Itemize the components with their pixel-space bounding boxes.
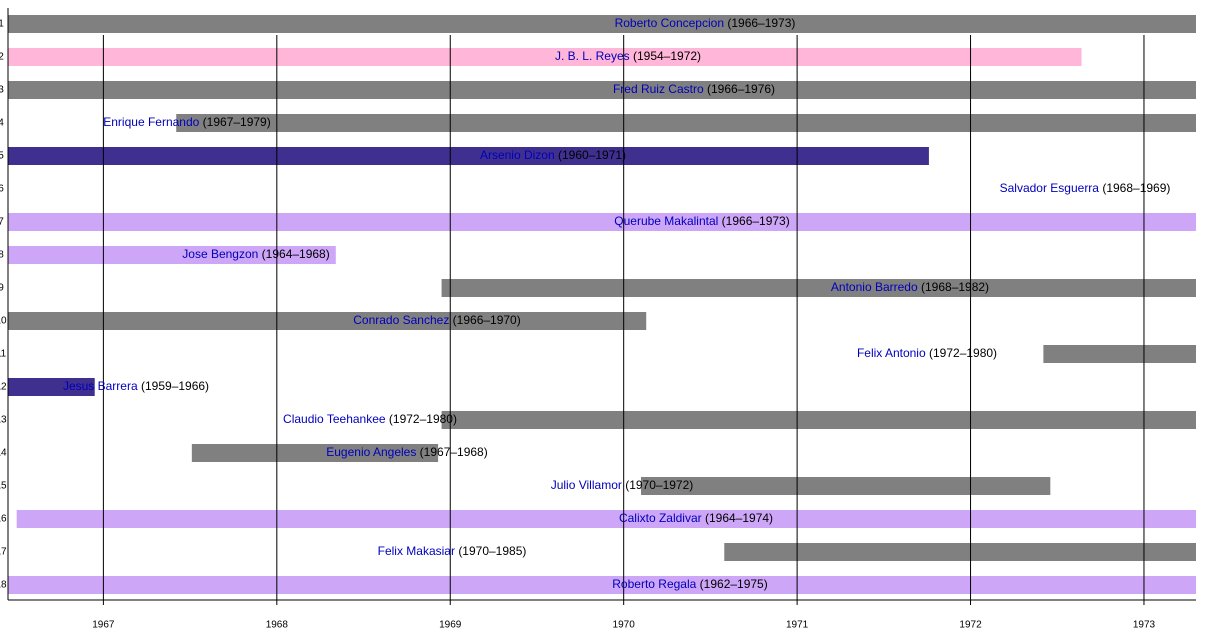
row-label: 5 bbox=[0, 151, 4, 162]
bar bbox=[16, 510, 1196, 528]
bar bbox=[8, 576, 1196, 594]
bar-label: Conrado Sanchez (1966–1970) bbox=[353, 313, 520, 327]
row-label: 9 bbox=[0, 283, 4, 294]
bar bbox=[8, 15, 1196, 33]
justice-term: (1964–1968) bbox=[262, 247, 330, 261]
bar bbox=[8, 246, 336, 264]
x-tick-label: 1972 bbox=[959, 620, 982, 630]
justice-term: (1970–1972) bbox=[625, 478, 693, 492]
justice-name: Antonio Barredo bbox=[831, 280, 918, 294]
bar bbox=[8, 312, 647, 330]
justice-name: Salvador Esguerra bbox=[1000, 181, 1100, 195]
justice-name: Roberto Regala bbox=[612, 577, 696, 591]
bar bbox=[191, 444, 439, 462]
justice-term: (1966–1970) bbox=[453, 313, 521, 327]
row-label: 13 bbox=[0, 415, 7, 426]
row-label: 15 bbox=[0, 481, 7, 492]
justice-term: (1967–1979) bbox=[203, 115, 271, 129]
justice-term: (1966–1973) bbox=[727, 16, 795, 30]
justice-name: Arsenio Dizon bbox=[480, 148, 555, 162]
row-label: 2 bbox=[0, 52, 4, 63]
bar-label: Antonio Barredo (1968–1982) bbox=[831, 280, 989, 294]
bar-label: Julio Villamor (1970–1972) bbox=[551, 478, 694, 492]
bar bbox=[8, 81, 1196, 99]
justice-term: (1972–1980) bbox=[929, 346, 997, 360]
row-label: 6 bbox=[0, 184, 4, 195]
bar-label: Claudio Teehankee (1972–1980) bbox=[283, 412, 457, 426]
bar-label: J. B. L. Reyes (1954–1972) bbox=[555, 49, 701, 63]
bar bbox=[8, 378, 95, 396]
justice-name: Enrique Fernando bbox=[103, 115, 199, 129]
row-label: 7 bbox=[0, 217, 4, 228]
bar bbox=[8, 48, 1082, 66]
bar-label: Arsenio Dizon (1960–1971) bbox=[480, 148, 626, 162]
bar bbox=[1043, 345, 1196, 363]
justice-name: Jesus Barrera bbox=[63, 379, 138, 393]
justice-name: Jose Bengzon bbox=[182, 247, 258, 261]
bar-label: Salvador Esguerra (1968–1969) bbox=[1000, 181, 1171, 195]
justice-name: J. B. L. Reyes bbox=[555, 49, 630, 63]
bar bbox=[441, 279, 1196, 297]
justice-name: Claudio Teehankee bbox=[283, 412, 386, 426]
justice-term: (1954–1972) bbox=[633, 49, 701, 63]
row-label: 12 bbox=[0, 382, 7, 393]
justice-name: Julio Villamor bbox=[551, 478, 622, 492]
justice-term: (1968–1982) bbox=[921, 280, 989, 294]
justice-term: (1972–1980) bbox=[389, 412, 457, 426]
bar bbox=[176, 114, 1196, 132]
justice-name: Roberto Concepcion bbox=[615, 16, 724, 30]
justice-name: Conrado Sanchez bbox=[353, 313, 449, 327]
justice-term: (1968–1969) bbox=[1102, 181, 1170, 195]
bar-label: Roberto Regala (1962–1975) bbox=[612, 577, 767, 591]
justice-name: Felix Antonio bbox=[857, 346, 926, 360]
justice-term: (1967–1968) bbox=[420, 445, 488, 459]
bar-label: Calixto Zaldivar (1964–1974) bbox=[619, 511, 773, 525]
row-label: 3 bbox=[0, 85, 4, 96]
justice-name: Calixto Zaldivar bbox=[619, 511, 702, 525]
bar-label: Roberto Concepcion (1966–1973) bbox=[615, 16, 796, 30]
x-tick-label: 1971 bbox=[786, 620, 809, 630]
row-label: 4 bbox=[0, 118, 4, 129]
justice-name: Felix Makasiar bbox=[378, 544, 455, 558]
justice-name: Fred Ruiz Castro bbox=[613, 82, 704, 96]
justice-name: Querube Makalintal bbox=[614, 214, 718, 228]
bar bbox=[8, 147, 929, 165]
bar-label: Jesus Barrera (1959–1966) bbox=[63, 379, 209, 393]
bar bbox=[641, 477, 1051, 495]
bar-label: Eugenio Angeles (1967–1968) bbox=[326, 445, 487, 459]
row-label: 1 bbox=[0, 19, 4, 30]
justice-term: (1966–1973) bbox=[722, 214, 790, 228]
justice-term: (1960–1971) bbox=[558, 148, 626, 162]
x-tick-label: 1968 bbox=[266, 620, 289, 630]
plot bbox=[8, 15, 1196, 594]
x-tick-label: 1967 bbox=[92, 620, 115, 630]
row-label: 17 bbox=[0, 547, 7, 558]
bar bbox=[441, 411, 1196, 429]
bar bbox=[8, 213, 1196, 231]
justice-term: (1966–1976) bbox=[707, 82, 775, 96]
row-label: 16 bbox=[0, 514, 7, 525]
bar-label: Felix Antonio (1972–1980) bbox=[857, 346, 997, 360]
x-tick-label: 1969 bbox=[439, 620, 462, 630]
row-label: 11 bbox=[0, 349, 7, 360]
bar-label: Fred Ruiz Castro (1966–1976) bbox=[613, 82, 775, 96]
bar-label: Felix Makasiar (1970–1985) bbox=[378, 544, 527, 558]
x-tick-label: 1970 bbox=[613, 620, 636, 630]
justice-term: (1970–1985) bbox=[458, 544, 526, 558]
justice-term: (1959–1966) bbox=[141, 379, 209, 393]
row-label: 14 bbox=[0, 448, 7, 459]
justice-term: (1962–1975) bbox=[700, 577, 768, 591]
bar bbox=[724, 543, 1196, 561]
bar-label: Querube Makalintal (1966–1973) bbox=[614, 214, 789, 228]
justice-name: Eugenio Angeles bbox=[326, 445, 416, 459]
row-label: 18 bbox=[0, 580, 7, 591]
bar-label: Jose Bengzon (1964–1968) bbox=[182, 247, 329, 261]
justice-term: (1964–1974) bbox=[705, 511, 773, 525]
row-label: 8 bbox=[0, 250, 4, 261]
bar-label: Enrique Fernando (1967–1979) bbox=[103, 115, 270, 129]
x-tick-label: 1973 bbox=[1133, 620, 1156, 630]
row-label: 10 bbox=[0, 316, 7, 327]
